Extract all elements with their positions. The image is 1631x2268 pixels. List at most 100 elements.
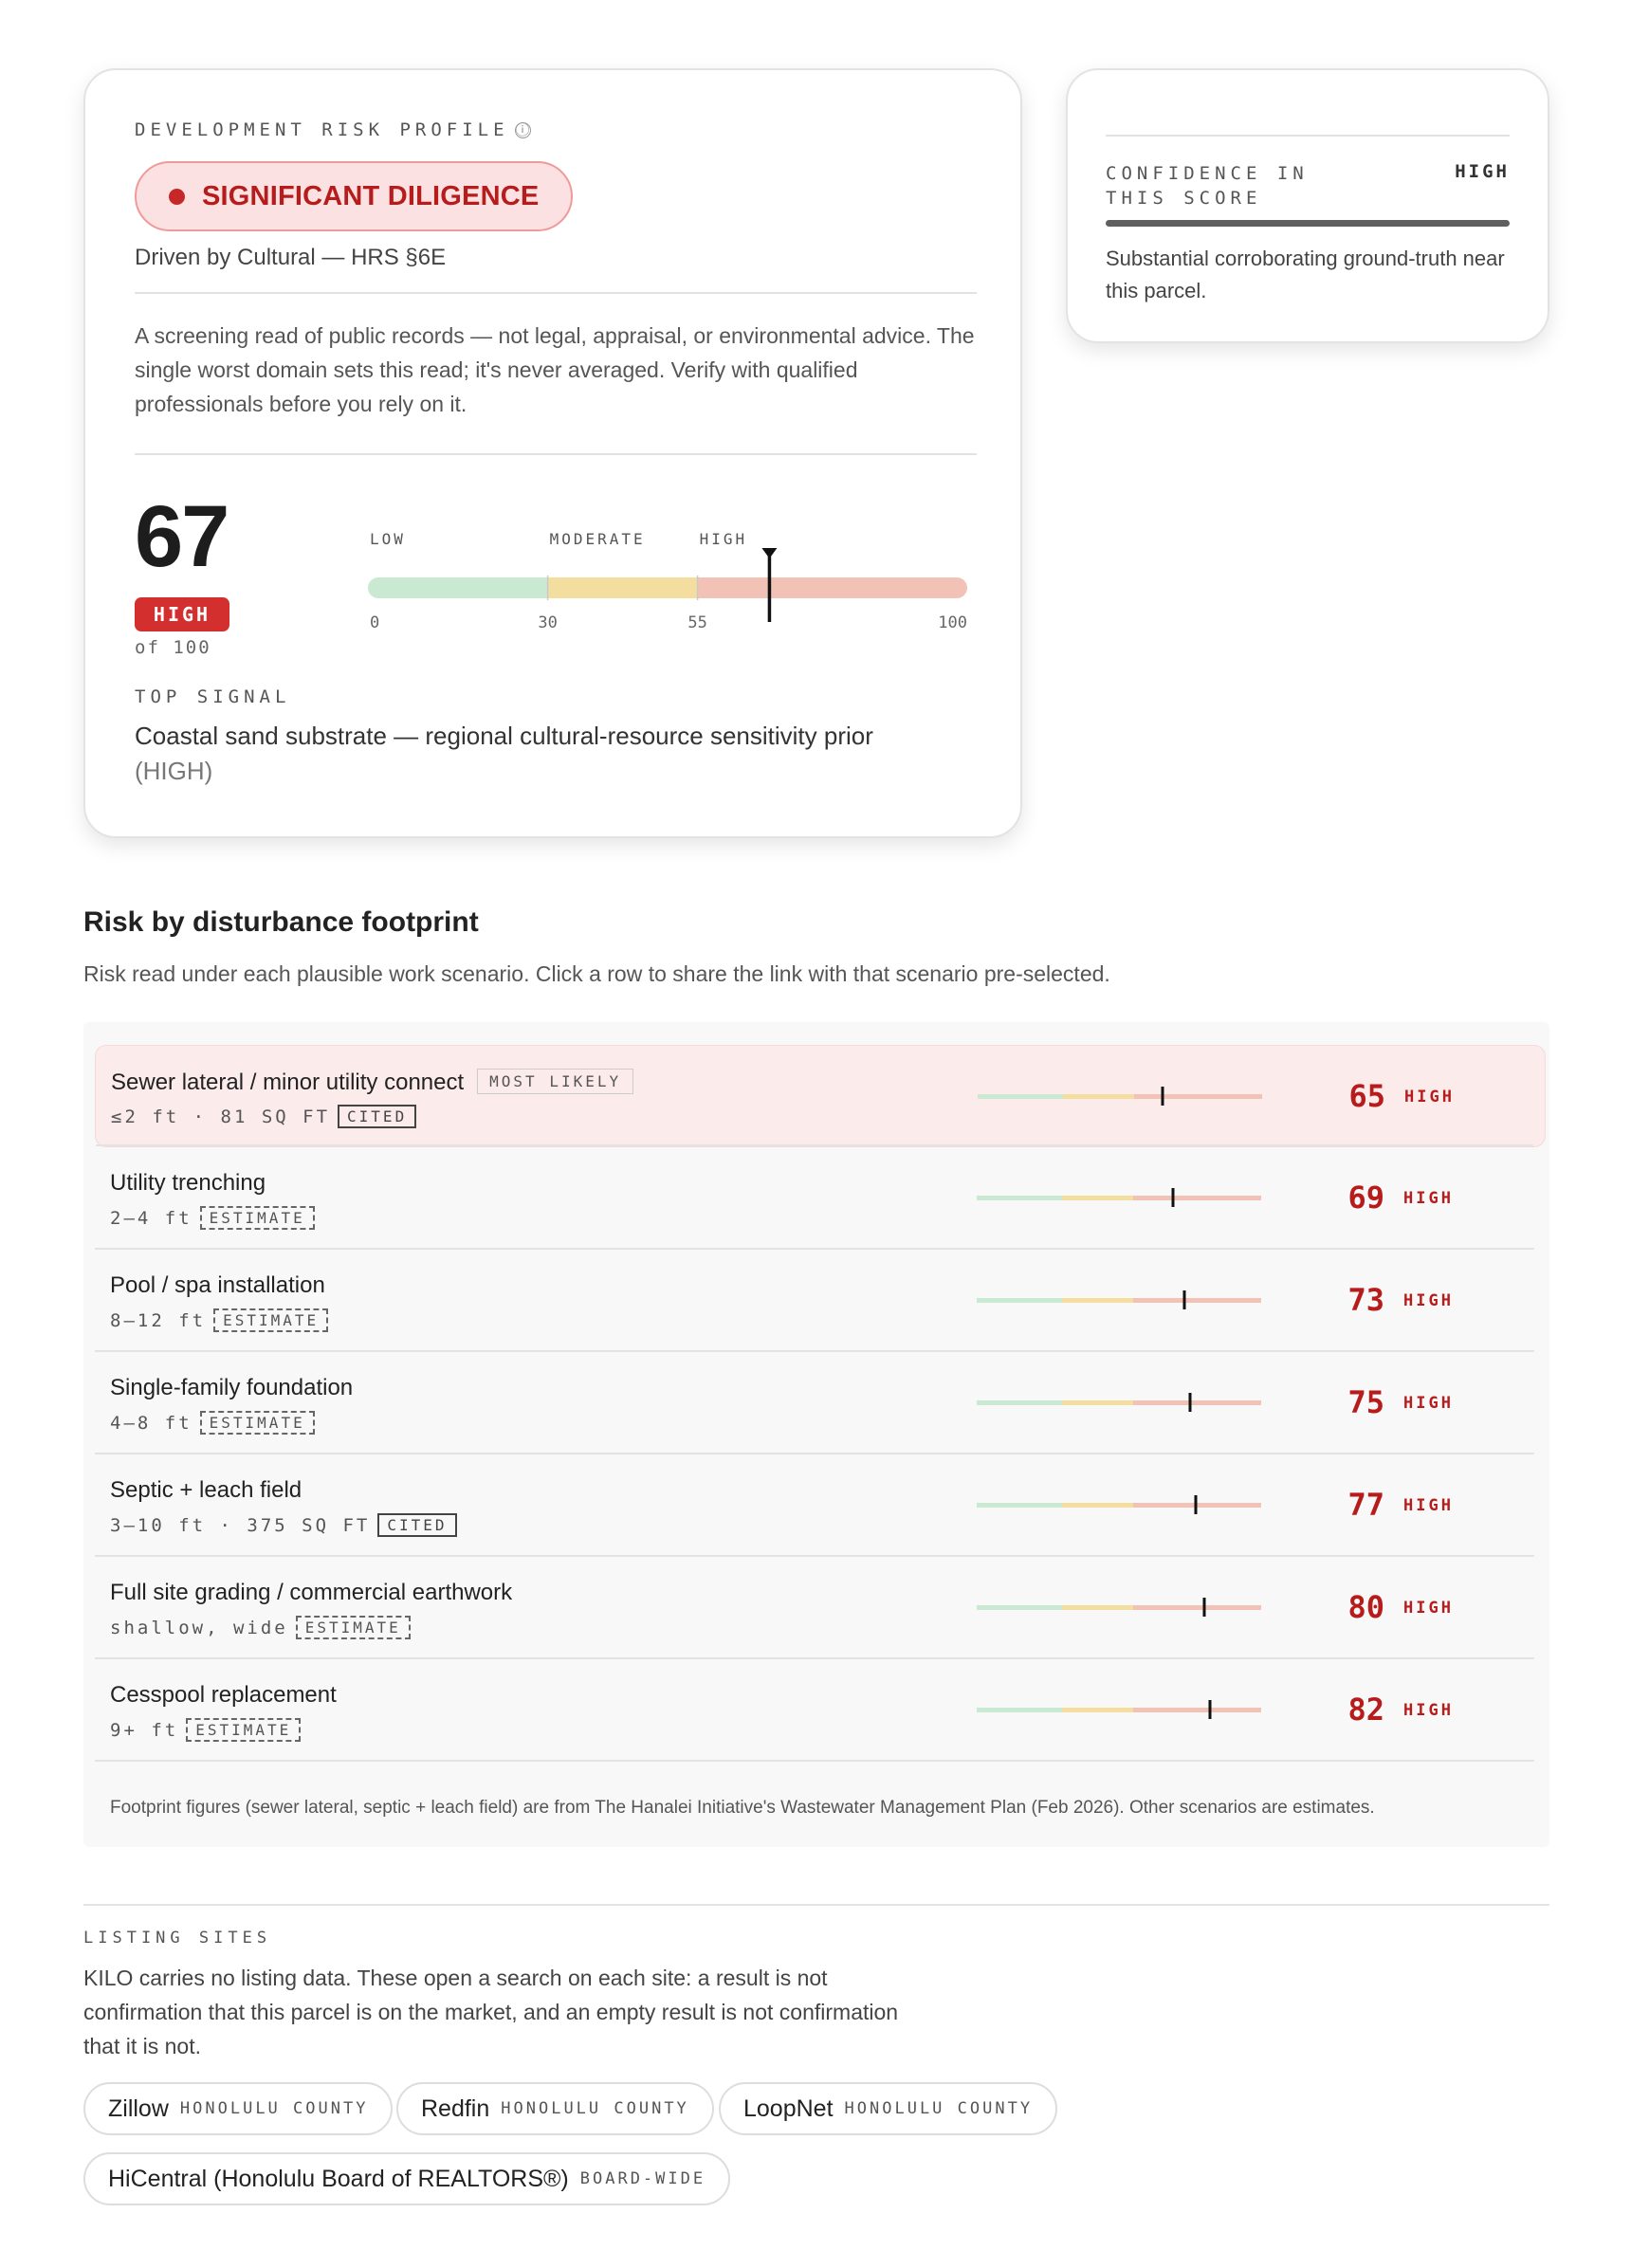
confidence-value: HIGH — [1455, 161, 1510, 182]
scenario-row[interactable]: Full site grading / commercial earthwork… — [95, 1557, 1546, 1659]
mini-band-moderate — [1063, 1094, 1134, 1099]
scenario-name: Cesspool replacement — [110, 1682, 337, 1709]
listing-site-link[interactable]: Redfin HONOLULU COUNTY — [396, 2082, 714, 2135]
mini-band-high — [1133, 1605, 1261, 1610]
scenario-tier: HIGH — [1403, 1189, 1454, 1208]
mini-band-low — [977, 1196, 1062, 1200]
scenario-tier: HIGH — [1404, 1088, 1455, 1107]
scenario-risk-bar — [977, 1598, 1261, 1617]
scenario-risk-bar — [977, 1495, 1261, 1514]
scenario-meta: 2–4 ft ESTIMATE — [110, 1206, 315, 1230]
scenario-risk-bar — [978, 1087, 1262, 1106]
disclaimer-text: A screening read of public records — not… — [135, 323, 975, 416]
scenario-dimensions: 8–12 ft — [110, 1310, 207, 1331]
source-badge: ESTIMATE — [199, 1411, 315, 1435]
scenario-row[interactable]: Septic + leach field 3–10 ft · 375 SQ FT C… — [95, 1454, 1546, 1557]
section-title: Risk by disturbance footprint — [83, 906, 479, 938]
most-likely-tag: MOST LIKELY — [477, 1069, 634, 1094]
scenario-meta: ≤2 ft · 81 SQ FT CITED — [111, 1105, 417, 1128]
row-divider — [96, 1144, 1533, 1146]
scenario-name-text: Septic + leach field — [110, 1477, 302, 1503]
row-divider — [95, 1555, 1534, 1557]
source-badge: ESTIMATE — [186, 1718, 302, 1742]
scenario-name-text: Single-family foundation — [110, 1375, 354, 1400]
scenario-dimensions: 3–10 ft · 375 SQ FT — [110, 1515, 371, 1536]
scenario-name: Septic + leach field — [110, 1477, 302, 1504]
top-signal-description: Coastal sand substrate — regional cultur… — [135, 722, 873, 750]
mini-band-high — [1133, 1196, 1261, 1200]
scenario-row[interactable]: Cesspool replacement 9+ ft ESTIMATE 82 HIGH — [95, 1659, 1546, 1762]
confidence-card: CONFIDENCE IN THIS SCORE HIGH Substantia… — [1066, 68, 1549, 343]
mini-band-moderate — [1062, 1196, 1133, 1200]
mini-band-moderate — [1062, 1708, 1133, 1712]
scenario-dimensions: ≤2 ft · 81 SQ FT — [111, 1107, 331, 1127]
scenario-row[interactable]: Sewer lateral / minor utility connect MOS… — [95, 1045, 1546, 1147]
site-name: LoopNet — [743, 2094, 834, 2122]
site-name: Redfin — [421, 2094, 490, 2122]
driven-by-text: Driven by Cultural — HRS §6E — [135, 245, 447, 270]
row-divider — [95, 1350, 1534, 1352]
scenario-risk-bar — [977, 1188, 1261, 1207]
confidence-label: CONFIDENCE IN THIS SCORE — [1106, 163, 1309, 209]
scenario-name-text: Full site grading / commercial earthwork — [110, 1580, 513, 1605]
risk-scale: LOW MODERATE HIGH 0 30 55 100 — [368, 530, 967, 632]
scenario-risk-bar — [977, 1393, 1261, 1412]
site-scope: HONOLULU COUNTY — [501, 2099, 689, 2118]
top-signal-text: Coastal sand substrate — regional cultur… — [135, 719, 950, 789]
top-signal-label: TOP SIGNAL — [135, 686, 291, 707]
mini-band-high — [1133, 1298, 1261, 1303]
scenario-meta: shallow, wide ESTIMATE — [110, 1616, 411, 1639]
scenario-row[interactable]: Single-family foundation 4–8 ft ESTIMATE 75… — [95, 1352, 1546, 1454]
scenario-tier: HIGH — [1403, 1701, 1454, 1720]
scenario-meta: 8–12 ft ESTIMATE — [110, 1308, 329, 1332]
scenario-name: Single-family foundation — [110, 1375, 353, 1401]
mini-band-high — [1133, 1708, 1261, 1712]
scale-band-moderate — [547, 577, 698, 598]
mini-band-low — [977, 1298, 1062, 1303]
risk-tier-badge: HIGH — [135, 597, 229, 631]
scenario-list: Footprint figures (sewer lateral, septic… — [83, 1022, 1549, 1847]
scenario-score: 80 — [1347, 1589, 1384, 1625]
risk-profile-label-text: DEVELOPMENT RISK PROFILE — [135, 119, 509, 140]
row-divider — [95, 1760, 1534, 1762]
scenario-score: 69 — [1347, 1180, 1384, 1216]
scenario-score: 82 — [1347, 1692, 1384, 1728]
mini-band-low — [977, 1708, 1062, 1712]
site-scope: HONOLULU COUNTY — [844, 2099, 1034, 2118]
scenario-row[interactable]: Utility trenching 2–4 ft ESTIMATE 69 HIGH — [95, 1147, 1546, 1250]
mini-band-low — [977, 1400, 1062, 1405]
scenario-score: 73 — [1347, 1282, 1384, 1318]
scale-band-label: LOW — [370, 530, 406, 548]
row-divider — [95, 1657, 1534, 1659]
score-max-label: of 100 — [135, 637, 211, 658]
scenario-score: 77 — [1347, 1487, 1384, 1523]
listing-site-link[interactable]: HiCentral (Honolulu Board of REALTORS®) B… — [83, 2152, 731, 2205]
scenario-dimensions: 2–4 ft — [110, 1208, 192, 1229]
scenario-dimensions: 4–8 ft — [110, 1413, 192, 1434]
mini-band-high — [1134, 1094, 1262, 1099]
divider — [83, 1904, 1549, 1906]
site-name: Zillow — [108, 2094, 169, 2122]
mini-band-moderate — [1062, 1298, 1133, 1303]
scenario-name: Sewer lateral / minor utility connect MOS… — [111, 1069, 634, 1096]
source-badge: ESTIMATE — [213, 1308, 329, 1332]
mini-band-low — [978, 1094, 1063, 1099]
listing-site-link[interactable]: LoopNet HONOLULU COUNTY — [719, 2082, 1058, 2135]
scale-tick-label: 0 — [370, 613, 379, 632]
listing-site-link[interactable]: Zillow HONOLULU COUNTY — [83, 2082, 394, 2135]
scenario-name: Pool / spa installation — [110, 1272, 325, 1299]
mini-band-low — [977, 1503, 1062, 1508]
section-subtitle: Risk read under each plausible work scen… — [83, 961, 1110, 986]
info-icon[interactable]: ⓘ — [514, 121, 531, 138]
scenario-meta: 3–10 ft · 375 SQ FT CITED — [110, 1513, 457, 1537]
divider — [135, 292, 977, 294]
scale-tick-label: 55 — [687, 613, 706, 632]
scenario-name-text: Pool / spa installation — [110, 1272, 325, 1298]
risk-score: 67 — [135, 488, 229, 585]
listing-sites-label: LISTING SITES — [83, 1929, 272, 1948]
scenario-row[interactable]: Pool / spa installation 8–12 ft ESTIMATE 73… — [95, 1250, 1546, 1352]
mini-band-low — [977, 1605, 1062, 1610]
scale-band-label: HIGH — [700, 530, 748, 548]
scenario-name: Full site grading / commercial earthwork — [110, 1580, 512, 1606]
scenario-name-text: Cesspool replacement — [110, 1682, 337, 1708]
